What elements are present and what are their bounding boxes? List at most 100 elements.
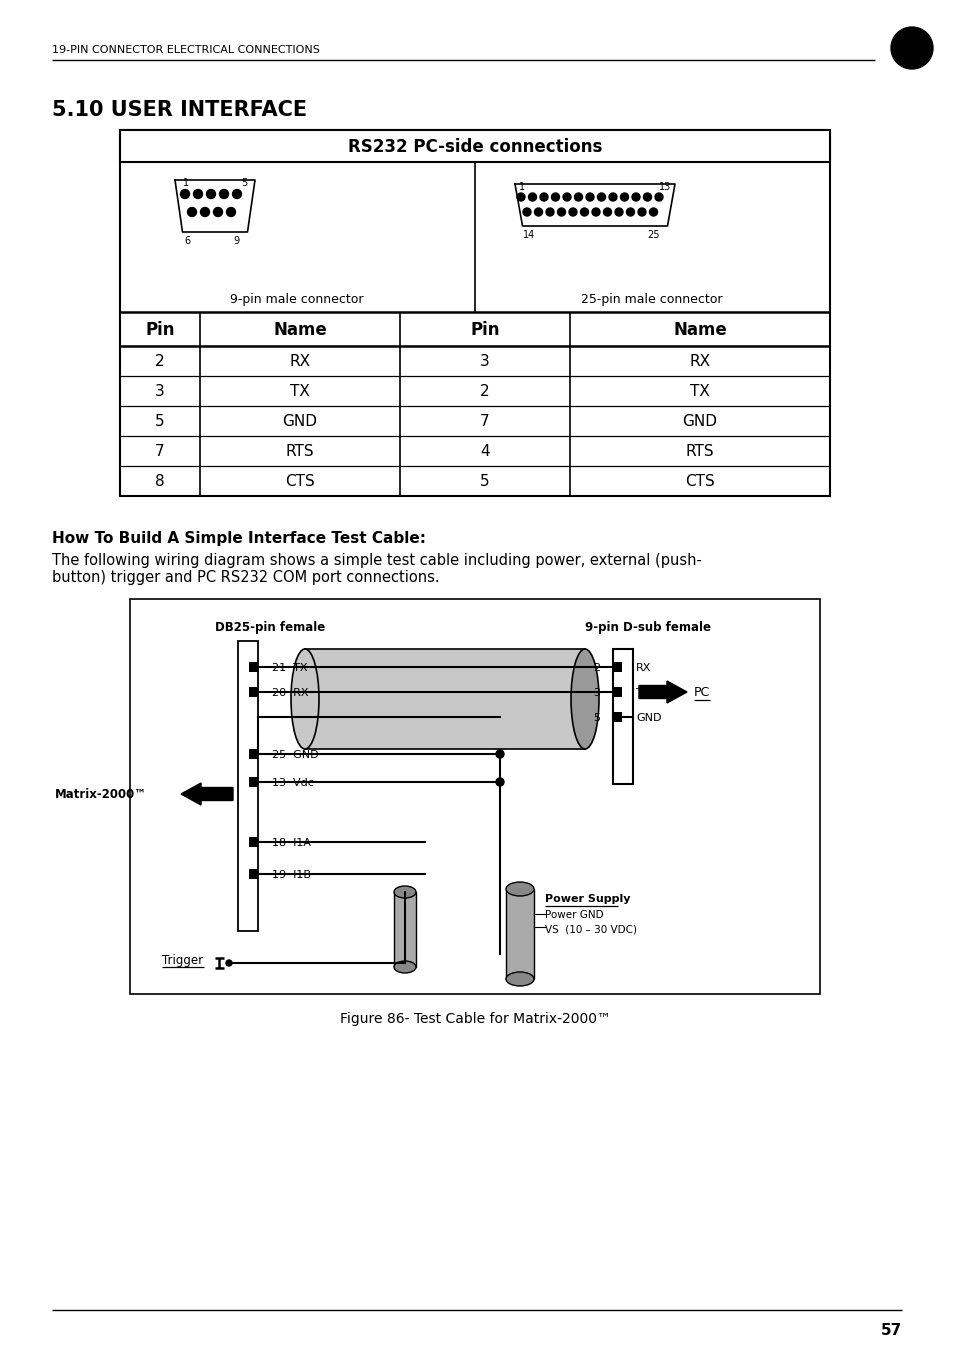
Bar	[613, 688, 621, 697]
Circle shape	[528, 193, 536, 201]
Text: Trigger: Trigger	[162, 954, 203, 967]
Text: 25-pin male connector: 25-pin male connector	[580, 293, 722, 307]
Ellipse shape	[505, 971, 534, 986]
Text: 6: 6	[184, 236, 191, 246]
Text: 21  TX: 21 TX	[272, 663, 307, 673]
Text: 19-PIN CONNECTOR ELECTRICAL CONNECTIONS: 19-PIN CONNECTOR ELECTRICAL CONNECTIONS	[52, 45, 319, 55]
Text: Pin: Pin	[470, 322, 499, 339]
Text: CTS: CTS	[684, 474, 714, 489]
Text: Pin: Pin	[145, 322, 174, 339]
Bar	[249, 869, 257, 880]
Text: Matrix-2000™: Matrix-2000™	[55, 788, 147, 801]
Text: VS  (10 – 30 VDC): VS (10 – 30 VDC)	[544, 924, 637, 934]
Bar	[249, 688, 257, 697]
Text: 18  I1A: 18 I1A	[272, 838, 311, 848]
Circle shape	[180, 189, 190, 199]
Text: 5.10 USER INTERFACE: 5.10 USER INTERFACE	[52, 100, 307, 120]
Circle shape	[219, 189, 229, 199]
Text: TX: TX	[290, 385, 310, 400]
Circle shape	[608, 193, 617, 201]
Text: 5: 5	[903, 38, 919, 58]
Circle shape	[592, 208, 599, 216]
Text: 7: 7	[479, 415, 489, 430]
Text: PC: PC	[693, 685, 709, 698]
Circle shape	[568, 208, 577, 216]
Bar	[249, 662, 257, 671]
Bar	[394, 892, 416, 967]
Ellipse shape	[571, 648, 598, 748]
Text: 5: 5	[593, 713, 599, 723]
Text: RX: RX	[636, 663, 651, 673]
Circle shape	[585, 193, 594, 201]
Text: Figure 86- Test Cable for Matrix-2000™: Figure 86- Test Cable for Matrix-2000™	[339, 1012, 610, 1025]
Text: 2: 2	[592, 663, 599, 673]
Text: RTS: RTS	[685, 444, 714, 459]
Circle shape	[496, 750, 503, 758]
Text: 3: 3	[479, 354, 489, 370]
Text: GND: GND	[636, 713, 660, 723]
Text: 1: 1	[183, 178, 189, 188]
Circle shape	[517, 193, 524, 201]
Text: RX: RX	[289, 354, 311, 370]
Text: Power GND: Power GND	[544, 911, 603, 920]
Circle shape	[655, 193, 662, 201]
Text: 4: 4	[479, 444, 489, 459]
Text: 1: 1	[518, 182, 524, 192]
Text: 20  RX: 20 RX	[272, 688, 308, 698]
Circle shape	[233, 189, 241, 199]
Text: RS232 PC-side connections: RS232 PC-side connections	[348, 138, 601, 155]
Circle shape	[545, 208, 554, 216]
Text: RTS: RTS	[285, 444, 314, 459]
Bar	[613, 712, 621, 721]
Circle shape	[206, 189, 215, 199]
Circle shape	[638, 208, 645, 216]
Text: 19  I1B: 19 I1B	[272, 870, 311, 880]
Text: DB25-pin female: DB25-pin female	[214, 621, 325, 634]
Circle shape	[597, 193, 605, 201]
FancyArrow shape	[181, 784, 233, 805]
Circle shape	[496, 778, 503, 786]
Text: 25: 25	[647, 230, 659, 240]
Bar	[249, 777, 257, 788]
Circle shape	[226, 961, 232, 966]
Text: 2: 2	[155, 354, 165, 370]
Bar	[613, 648, 633, 784]
Circle shape	[226, 208, 235, 216]
Bar	[249, 748, 257, 759]
Text: 13: 13	[659, 182, 671, 192]
Text: Name: Name	[673, 322, 726, 339]
Text: 14: 14	[522, 230, 535, 240]
Text: 7: 7	[155, 444, 165, 459]
Text: The following wiring diagram shows a simple test cable including power, external: The following wiring diagram shows a sim…	[52, 553, 701, 567]
Bar	[305, 648, 584, 748]
FancyArrow shape	[639, 681, 686, 703]
Circle shape	[649, 208, 657, 216]
Bar	[505, 889, 534, 979]
Text: 9-pin male connector: 9-pin male connector	[230, 293, 363, 307]
Ellipse shape	[291, 648, 318, 748]
Circle shape	[562, 193, 571, 201]
Circle shape	[626, 208, 634, 216]
Text: 8: 8	[155, 474, 165, 489]
Circle shape	[188, 208, 196, 216]
Circle shape	[615, 208, 622, 216]
Text: Power Supply: Power Supply	[544, 894, 630, 904]
Circle shape	[643, 193, 651, 201]
Text: 9: 9	[233, 236, 239, 246]
Circle shape	[631, 193, 639, 201]
Text: RX: RX	[689, 354, 710, 370]
Circle shape	[539, 193, 547, 201]
Bar	[130, 598, 820, 994]
Ellipse shape	[394, 961, 416, 973]
Circle shape	[522, 208, 531, 216]
Circle shape	[551, 193, 558, 201]
Bar	[120, 130, 829, 162]
Bar	[120, 130, 829, 496]
Text: 25  GND: 25 GND	[272, 750, 318, 761]
Ellipse shape	[394, 886, 416, 898]
Text: 5: 5	[155, 415, 165, 430]
Text: TX: TX	[636, 688, 650, 698]
Circle shape	[557, 208, 565, 216]
Circle shape	[534, 208, 542, 216]
Bar	[237, 640, 257, 931]
